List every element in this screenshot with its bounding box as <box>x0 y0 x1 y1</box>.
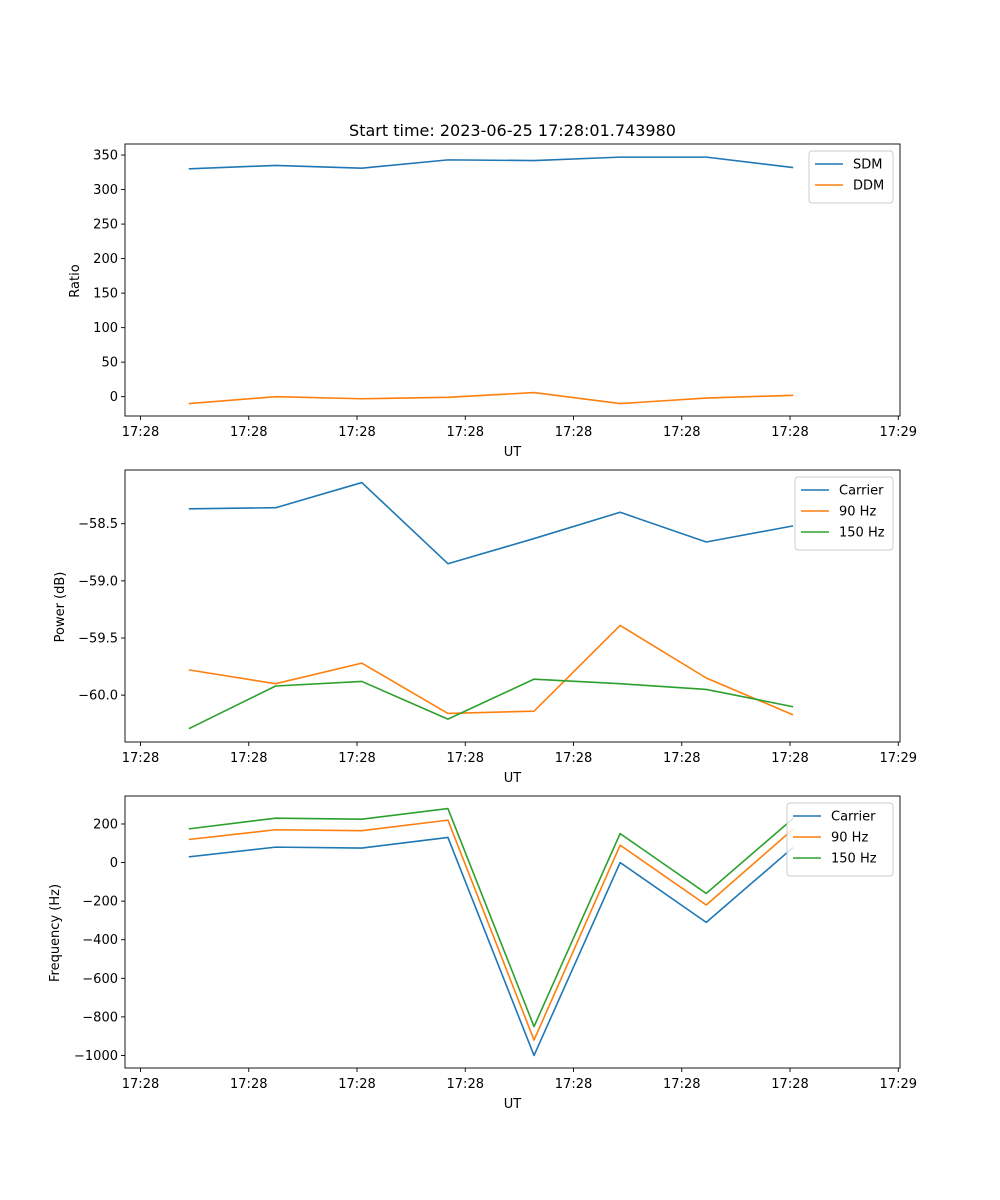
legend-entry: 90 Hz <box>839 505 876 520</box>
y-tick-label: −58.5 <box>78 517 118 532</box>
x-tick-label: 17:28 <box>663 751 700 766</box>
x-tick-label: 17:28 <box>555 1077 592 1092</box>
y-axis-label: Ratio <box>68 264 83 297</box>
x-tick-label: 17:29 <box>880 1077 917 1092</box>
y-tick-label: 300 <box>93 183 118 198</box>
y-tick-label: −800 <box>82 1010 118 1025</box>
axes-frame <box>124 795 901 1069</box>
series-line-sdm <box>188 156 794 170</box>
legend-entry: Carrier <box>839 484 884 499</box>
legend-entry: SDM <box>853 158 882 173</box>
x-axis-label: UT <box>504 1097 522 1112</box>
frequency-panel: UT Frequency (Hz) 17:28 17:28 17:28 17:28 17… <box>48 795 917 1112</box>
y-tick-label: 0 <box>110 856 118 871</box>
x-tick-label: 17:28 <box>555 751 592 766</box>
y-tick-label: −1000 <box>74 1049 118 1064</box>
x-tick-label: 17:28 <box>338 751 375 766</box>
y-tick-label: −60.0 <box>78 689 118 704</box>
x-tick-label: 17:28 <box>447 751 484 766</box>
power-panel: UT Power (dB) 17:28 17:28 17:28 17:28 17:28 1… <box>53 469 917 786</box>
legend-entry: 150 Hz <box>831 852 877 867</box>
y-tick-label: 200 <box>93 252 118 267</box>
series-line-90-hz <box>188 624 794 716</box>
series-line-150-hz <box>188 678 794 730</box>
legend-entry: DDM <box>853 179 884 194</box>
y-axis-label: Power (dB) <box>53 572 68 643</box>
x-tick-label: 17:28 <box>663 425 700 440</box>
x-tick-label: 17:28 <box>771 425 808 440</box>
x-tick-label: 17:28 <box>663 1077 700 1092</box>
y-tick-label: 250 <box>93 218 118 233</box>
y-tick-label: −400 <box>82 933 118 948</box>
y-tick-label: 200 <box>93 817 118 832</box>
series-line-150-hz <box>188 807 794 1028</box>
x-tick-label: 17:29 <box>880 751 917 766</box>
x-tick-label: 17:28 <box>771 751 808 766</box>
axes-frame <box>124 469 901 743</box>
x-tick-label: 17:28 <box>230 425 267 440</box>
legend-entry: 150 Hz <box>839 526 885 541</box>
x-tick-label: 17:28 <box>122 1077 159 1092</box>
x-axis-label: UT <box>504 445 522 460</box>
y-tick-label: −600 <box>82 972 118 987</box>
legend-entry: 90 Hz <box>831 831 868 846</box>
x-tick-label: 17:28 <box>230 1077 267 1092</box>
y-axis-label: Frequency (Hz) <box>48 884 63 982</box>
x-tick-label: 17:28 <box>122 751 159 766</box>
y-tick-label: 350 <box>93 149 118 164</box>
y-tick-label: 150 <box>93 287 118 302</box>
ratio-panel: Start time: 2023-06-25 17:28:01.743980 U… <box>68 121 917 460</box>
legend-entry: Carrier <box>831 810 876 825</box>
chart-title: Start time: 2023-06-25 17:28:01.743980 <box>349 121 676 140</box>
x-tick-label: 17:28 <box>230 751 267 766</box>
x-tick-label: 17:29 <box>880 425 917 440</box>
x-tick-label: 17:28 <box>122 425 159 440</box>
y-tick-label: 0 <box>110 390 118 405</box>
series-line-carrier <box>188 836 794 1057</box>
series-line-ddm <box>188 391 794 405</box>
series-line-90-hz <box>188 819 794 1041</box>
axes-frame <box>124 143 901 417</box>
x-tick-label: 17:28 <box>338 1077 375 1092</box>
y-tick-label: −200 <box>82 895 118 910</box>
y-tick-label: 100 <box>93 321 118 336</box>
y-tick-label: 50 <box>101 356 118 371</box>
x-tick-label: 17:28 <box>338 425 375 440</box>
series-line-carrier <box>188 481 794 565</box>
y-tick-label: −59.5 <box>78 632 118 647</box>
y-tick-label: −59.0 <box>78 574 118 589</box>
x-axis-label: UT <box>504 771 522 786</box>
x-tick-label: 17:28 <box>447 425 484 440</box>
x-tick-label: 17:28 <box>555 425 592 440</box>
x-tick-label: 17:28 <box>447 1077 484 1092</box>
x-tick-label: 17:28 <box>771 1077 808 1092</box>
